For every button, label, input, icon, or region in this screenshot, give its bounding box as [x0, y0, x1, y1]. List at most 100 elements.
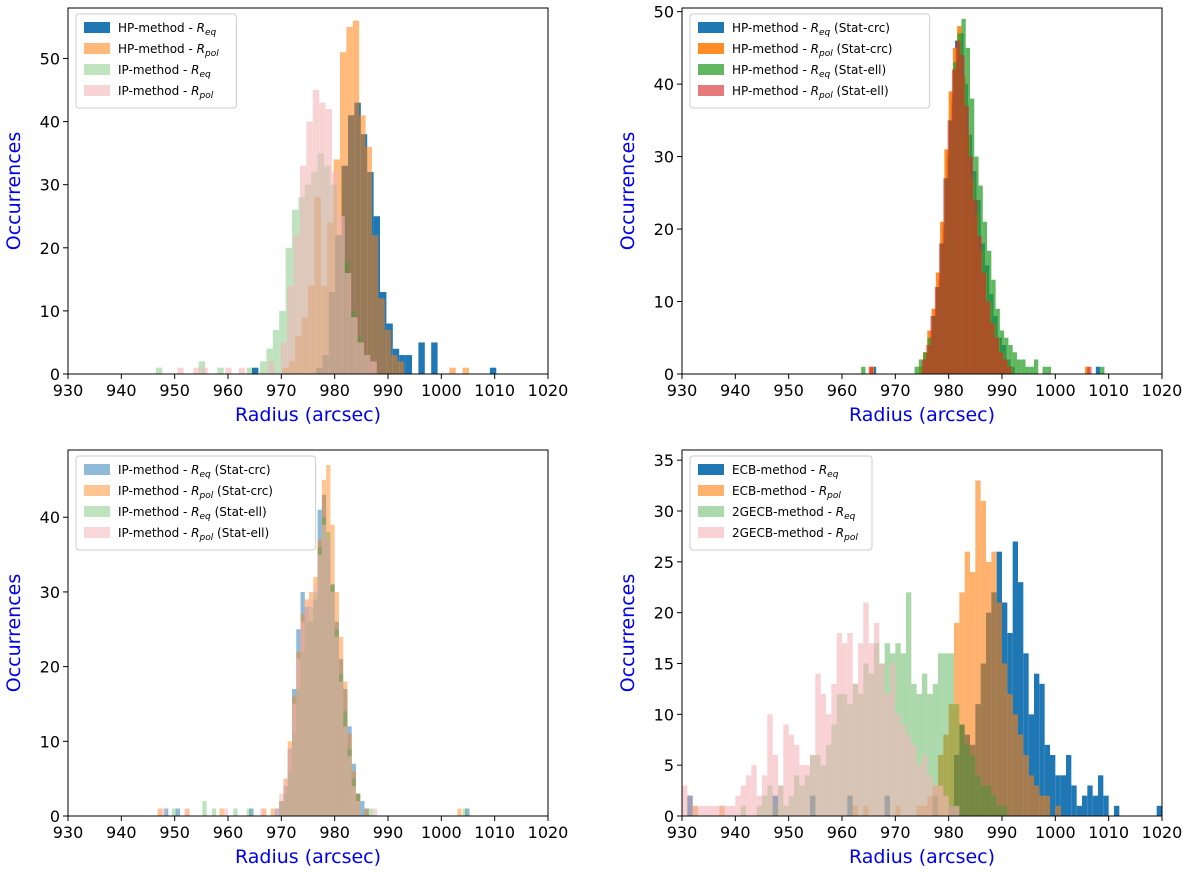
- histogram-bar: [1021, 359, 1026, 374]
- histogram-bar: [1082, 795, 1088, 816]
- histogram-bar: [343, 726, 348, 816]
- histogram-bar: [1007, 694, 1013, 816]
- x-tick-label: 1000: [1035, 381, 1076, 400]
- histogram-bar: [740, 785, 746, 816]
- histogram-bar: [730, 805, 736, 816]
- x-tick-label: 940: [720, 381, 751, 400]
- histogram-bar: [287, 285, 294, 374]
- histogram-bar: [397, 361, 404, 374]
- histogram-bar: [304, 606, 310, 816]
- x-tick-label: 960: [213, 823, 244, 842]
- legend-entry: HP-method - Req (Stat-ell): [732, 63, 886, 80]
- histogram-bar: [332, 172, 339, 374]
- histogram-bar: [994, 337, 999, 374]
- x-tick-label: 940: [106, 381, 137, 400]
- histogram-bar: [951, 69, 957, 374]
- histogram-bar: [970, 572, 976, 816]
- y-axis-label: Occurrences: [617, 574, 639, 693]
- series-3-bars: [161, 524, 378, 816]
- histogram-bar: [1012, 352, 1017, 374]
- histogram-bar: [871, 366, 877, 374]
- histogram-bar: [418, 342, 425, 374]
- y-tick-label: 10: [40, 302, 60, 321]
- histogram-bar: [1003, 359, 1008, 374]
- legend-box: [689, 455, 873, 551]
- axes-frame: [67, 7, 549, 375]
- histogram-bar: [292, 703, 297, 816]
- histogram-bar: [868, 366, 873, 374]
- histogram-bar: [1044, 795, 1050, 816]
- histogram-bar: [344, 273, 352, 374]
- x-tick-label: 960: [213, 381, 244, 400]
- histogram-bar: [1055, 805, 1061, 816]
- panel-top-right: 930 940 950 960 970 980 990 1000 1010 10200102030…: [617, 3, 1182, 426]
- histogram-bar: [260, 361, 267, 374]
- histogram-bar: [890, 663, 896, 816]
- histogram-bar: [932, 785, 938, 816]
- histogram-bar: [1044, 744, 1050, 816]
- histogram-bar: [326, 539, 331, 816]
- histogram-bar: [783, 724, 789, 816]
- histogram-bar: [246, 367, 254, 374]
- histogram-bar: [964, 744, 970, 816]
- histogram-bar: [1018, 582, 1024, 816]
- histogram-bar: [943, 795, 949, 816]
- legend-entry: HP-method - Req (Stat-crc): [732, 21, 890, 38]
- legend: HP-method - Req (Stat-crc) HP-method - Rp…: [689, 13, 931, 109]
- histogram-bar: [922, 755, 928, 816]
- x-tick-label: 1000: [421, 381, 462, 400]
- histogram-bar: [368, 808, 374, 816]
- panel-bottom-right: 930 940 950 960 970 980 990 1000 1010 1020 0 5 10 15 2…: [617, 449, 1182, 868]
- histogram-bar: [279, 793, 284, 816]
- histogram-bar: [1002, 805, 1008, 816]
- x-tick-label: 950: [773, 381, 804, 400]
- histogram-bar: [1028, 775, 1034, 816]
- histogram-bar: [172, 808, 177, 816]
- legend-swatch: [698, 527, 724, 538]
- y-tick-label: 0: [50, 807, 60, 826]
- histogram-bar: [156, 367, 163, 374]
- y-tick-label: 40: [654, 75, 674, 94]
- x-tick-label: 990: [987, 381, 1018, 400]
- legend-swatch: [698, 464, 724, 475]
- histogram-bar: [724, 805, 730, 816]
- histogram-bar: [1055, 775, 1061, 816]
- legend-swatch: [698, 22, 724, 33]
- legend: ECB-method - Req ECB-method - Rpol 2GECB-m…: [689, 455, 873, 551]
- histogram-bar: [836, 633, 842, 816]
- histogram-bar: [1007, 366, 1012, 374]
- histogram-bar: [926, 345, 931, 374]
- histogram-bar: [405, 355, 412, 374]
- histogram-bar: [1028, 714, 1034, 816]
- legend-swatch: [84, 64, 110, 75]
- x-axis-label: Radius (arcsec): [849, 404, 995, 426]
- histogram-bar: [947, 120, 952, 374]
- histogram-bar: [996, 602, 1002, 816]
- x-tick-label: 980: [319, 823, 350, 842]
- y-tick-label: 10: [654, 705, 674, 724]
- legend-entry: HP-method - Rpol (Stat-ell): [732, 84, 889, 101]
- legend-swatch: [84, 485, 110, 496]
- histogram-bar: [175, 808, 180, 816]
- histogram-bar: [312, 90, 320, 374]
- histogram-bar: [970, 755, 976, 816]
- legend-swatch: [84, 43, 110, 54]
- histogram-bar: [1066, 755, 1072, 816]
- histogram-bar: [283, 778, 288, 816]
- legend-entry: 2GECB-method - Rpol: [732, 526, 858, 543]
- legend-entry: ECB-method - Rpol: [732, 484, 841, 501]
- x-tick-label: 980: [933, 823, 964, 842]
- y-tick-label: 30: [40, 583, 60, 602]
- histogram-bar: [772, 755, 778, 816]
- histogram-bar: [778, 785, 784, 816]
- x-tick-label: 930: [53, 381, 84, 400]
- histogram-bar: [746, 775, 752, 816]
- histogram-bar: [960, 55, 965, 374]
- x-tick-label: 950: [159, 823, 190, 842]
- histogram-bar: [682, 785, 688, 816]
- y-tick-label: 25: [654, 553, 674, 572]
- histogram-bar: [272, 329, 280, 374]
- histogram-bar: [1042, 366, 1047, 374]
- axes-frame: [681, 7, 1163, 375]
- legend-entry: 2GECB-method - Req: [732, 505, 856, 522]
